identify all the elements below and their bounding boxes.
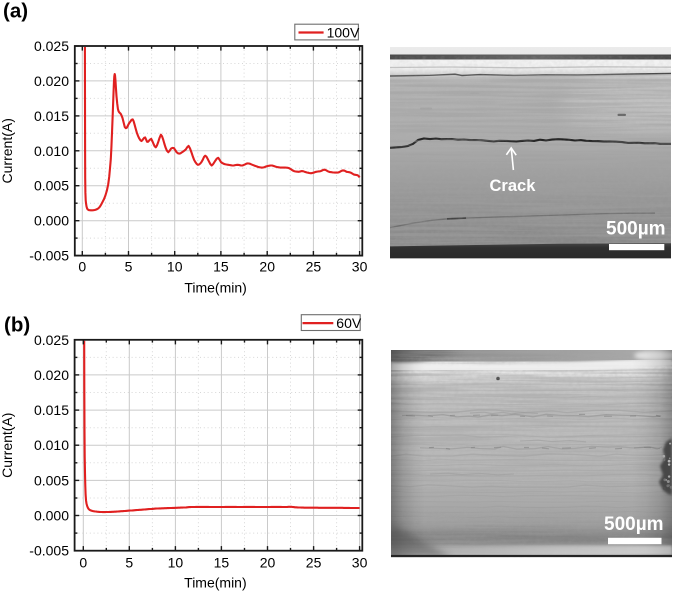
svg-text:20: 20 (260, 555, 276, 571)
svg-text:Crack: Crack (490, 177, 537, 195)
svg-text:(b): (b) (4, 314, 30, 337)
svg-text:0: 0 (78, 259, 86, 275)
svg-text:0.010: 0.010 (34, 437, 69, 453)
svg-text:0.000: 0.000 (34, 213, 69, 229)
svg-text:5: 5 (125, 259, 133, 275)
svg-text:10: 10 (168, 555, 184, 571)
svg-text:100V: 100V (327, 25, 360, 41)
svg-text:-0.005: -0.005 (29, 543, 69, 559)
svg-text:25: 25 (306, 555, 322, 571)
svg-text:5: 5 (125, 555, 133, 571)
svg-text:0.020: 0.020 (34, 367, 69, 383)
svg-text:Current(A): Current(A) (0, 118, 15, 183)
svg-text:Current(A): Current(A) (0, 413, 15, 478)
svg-text:30: 30 (352, 555, 368, 571)
svg-text:20: 20 (259, 259, 275, 275)
svg-text:60V: 60V (336, 315, 362, 331)
svg-text:-0.005: -0.005 (29, 248, 69, 264)
svg-text:0: 0 (79, 555, 87, 571)
svg-text:25: 25 (306, 259, 322, 275)
svg-text:Time(min): Time(min) (184, 575, 246, 591)
svg-text:0.005: 0.005 (34, 472, 69, 488)
svg-text:0.025: 0.025 (34, 332, 69, 348)
svg-text:500µm: 500µm (604, 514, 664, 535)
svg-text:0.020: 0.020 (34, 73, 69, 89)
svg-text:10: 10 (167, 259, 183, 275)
svg-text:0.010: 0.010 (34, 143, 69, 159)
svg-text:Time(min): Time(min) (184, 279, 246, 295)
svg-text:0.015: 0.015 (34, 108, 69, 124)
svg-text:0.000: 0.000 (34, 508, 69, 524)
svg-text:0.005: 0.005 (34, 178, 69, 194)
svg-text:500µm: 500µm (606, 219, 666, 240)
svg-text:(a): (a) (3, 0, 28, 23)
svg-text:30: 30 (352, 259, 368, 275)
svg-text:0.015: 0.015 (34, 402, 69, 418)
svg-text:0.025: 0.025 (34, 38, 69, 54)
svg-text:15: 15 (213, 259, 229, 275)
svg-text:15: 15 (214, 555, 230, 571)
